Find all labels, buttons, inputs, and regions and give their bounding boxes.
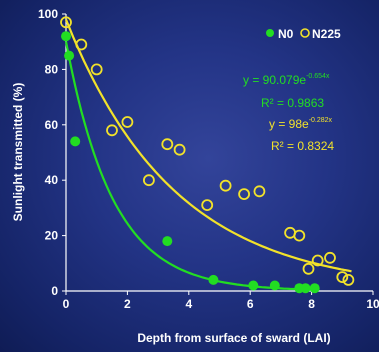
fit-r2-n225: R² = 0.8324: [271, 139, 334, 153]
x-tick-label: 6: [247, 297, 254, 311]
data-point-n0: [309, 283, 320, 294]
data-point-n0: [248, 280, 259, 291]
axes: [65, 14, 373, 292]
y-tick-label: 80: [45, 62, 59, 76]
data-point-n225: [336, 271, 349, 284]
data-point-n225: [342, 273, 355, 286]
data-point-n225: [173, 143, 186, 156]
x-tick-label: 2: [124, 297, 131, 311]
data-point-n225: [142, 174, 155, 187]
data-point-n225: [201, 199, 214, 212]
x-tick-label: 8: [308, 297, 315, 311]
data-point-n225: [75, 38, 88, 51]
data-point-n225: [324, 251, 336, 264]
y-tick-label: 100: [38, 7, 58, 21]
x-tick-label: 0: [63, 297, 70, 311]
y-tick-label: 20: [45, 229, 59, 243]
legend: N0 N225: [266, 27, 341, 41]
data-point-n0: [70, 136, 81, 147]
legend-label-n225: N225: [312, 27, 341, 41]
data-point-n0: [162, 236, 173, 247]
fit-annotation-n225: y = 98e-0.282x R² = 0.8324: [269, 117, 334, 153]
fit-annotation-n0: y = 90.079e-0.654x R² = 0.9863: [243, 73, 330, 110]
data-points: [60, 16, 355, 294]
trend-lines: [64, 19, 352, 291]
data-point-n225: [90, 63, 103, 76]
data-point-n225: [253, 185, 266, 198]
data-point-n225: [106, 124, 118, 137]
trend-line-n225: [64, 19, 352, 273]
legend-marker-n0: [266, 29, 274, 37]
data-point-n225: [238, 188, 251, 201]
y-tick-label: 0: [51, 284, 58, 298]
data-point-n0: [269, 280, 280, 291]
data-point-n225: [302, 262, 315, 275]
y-axis-label: Sunlight transmitted (%): [11, 83, 25, 222]
fit-r2-n0: R² = 0.9863: [261, 96, 324, 110]
data-point-n0: [61, 31, 71, 42]
data-point-n0: [300, 283, 311, 294]
y-tick-label: 60: [45, 118, 59, 132]
fit-equation-n0: y = 90.079e-0.654x: [243, 73, 330, 87]
data-point-n225: [60, 16, 72, 29]
data-point-n225: [161, 138, 174, 151]
data-point-n225: [311, 254, 324, 267]
data-point-n0: [64, 50, 75, 61]
x-tick-label: 10: [366, 297, 379, 311]
data-point-n225: [293, 229, 306, 242]
x-tick-label: 4: [185, 297, 192, 311]
data-point-n0: [208, 274, 219, 285]
y-tick-label: 40: [45, 173, 59, 187]
data-point-n225: [219, 179, 232, 192]
data-point-n225: [121, 116, 134, 128]
x-axis-label: Depth from surface of sward (LAI): [137, 331, 330, 345]
legend-label-n0: N0: [278, 27, 294, 41]
legend-marker-n225: [300, 28, 310, 38]
fit-equation-n225: y = 98e-0.282x: [269, 117, 333, 131]
